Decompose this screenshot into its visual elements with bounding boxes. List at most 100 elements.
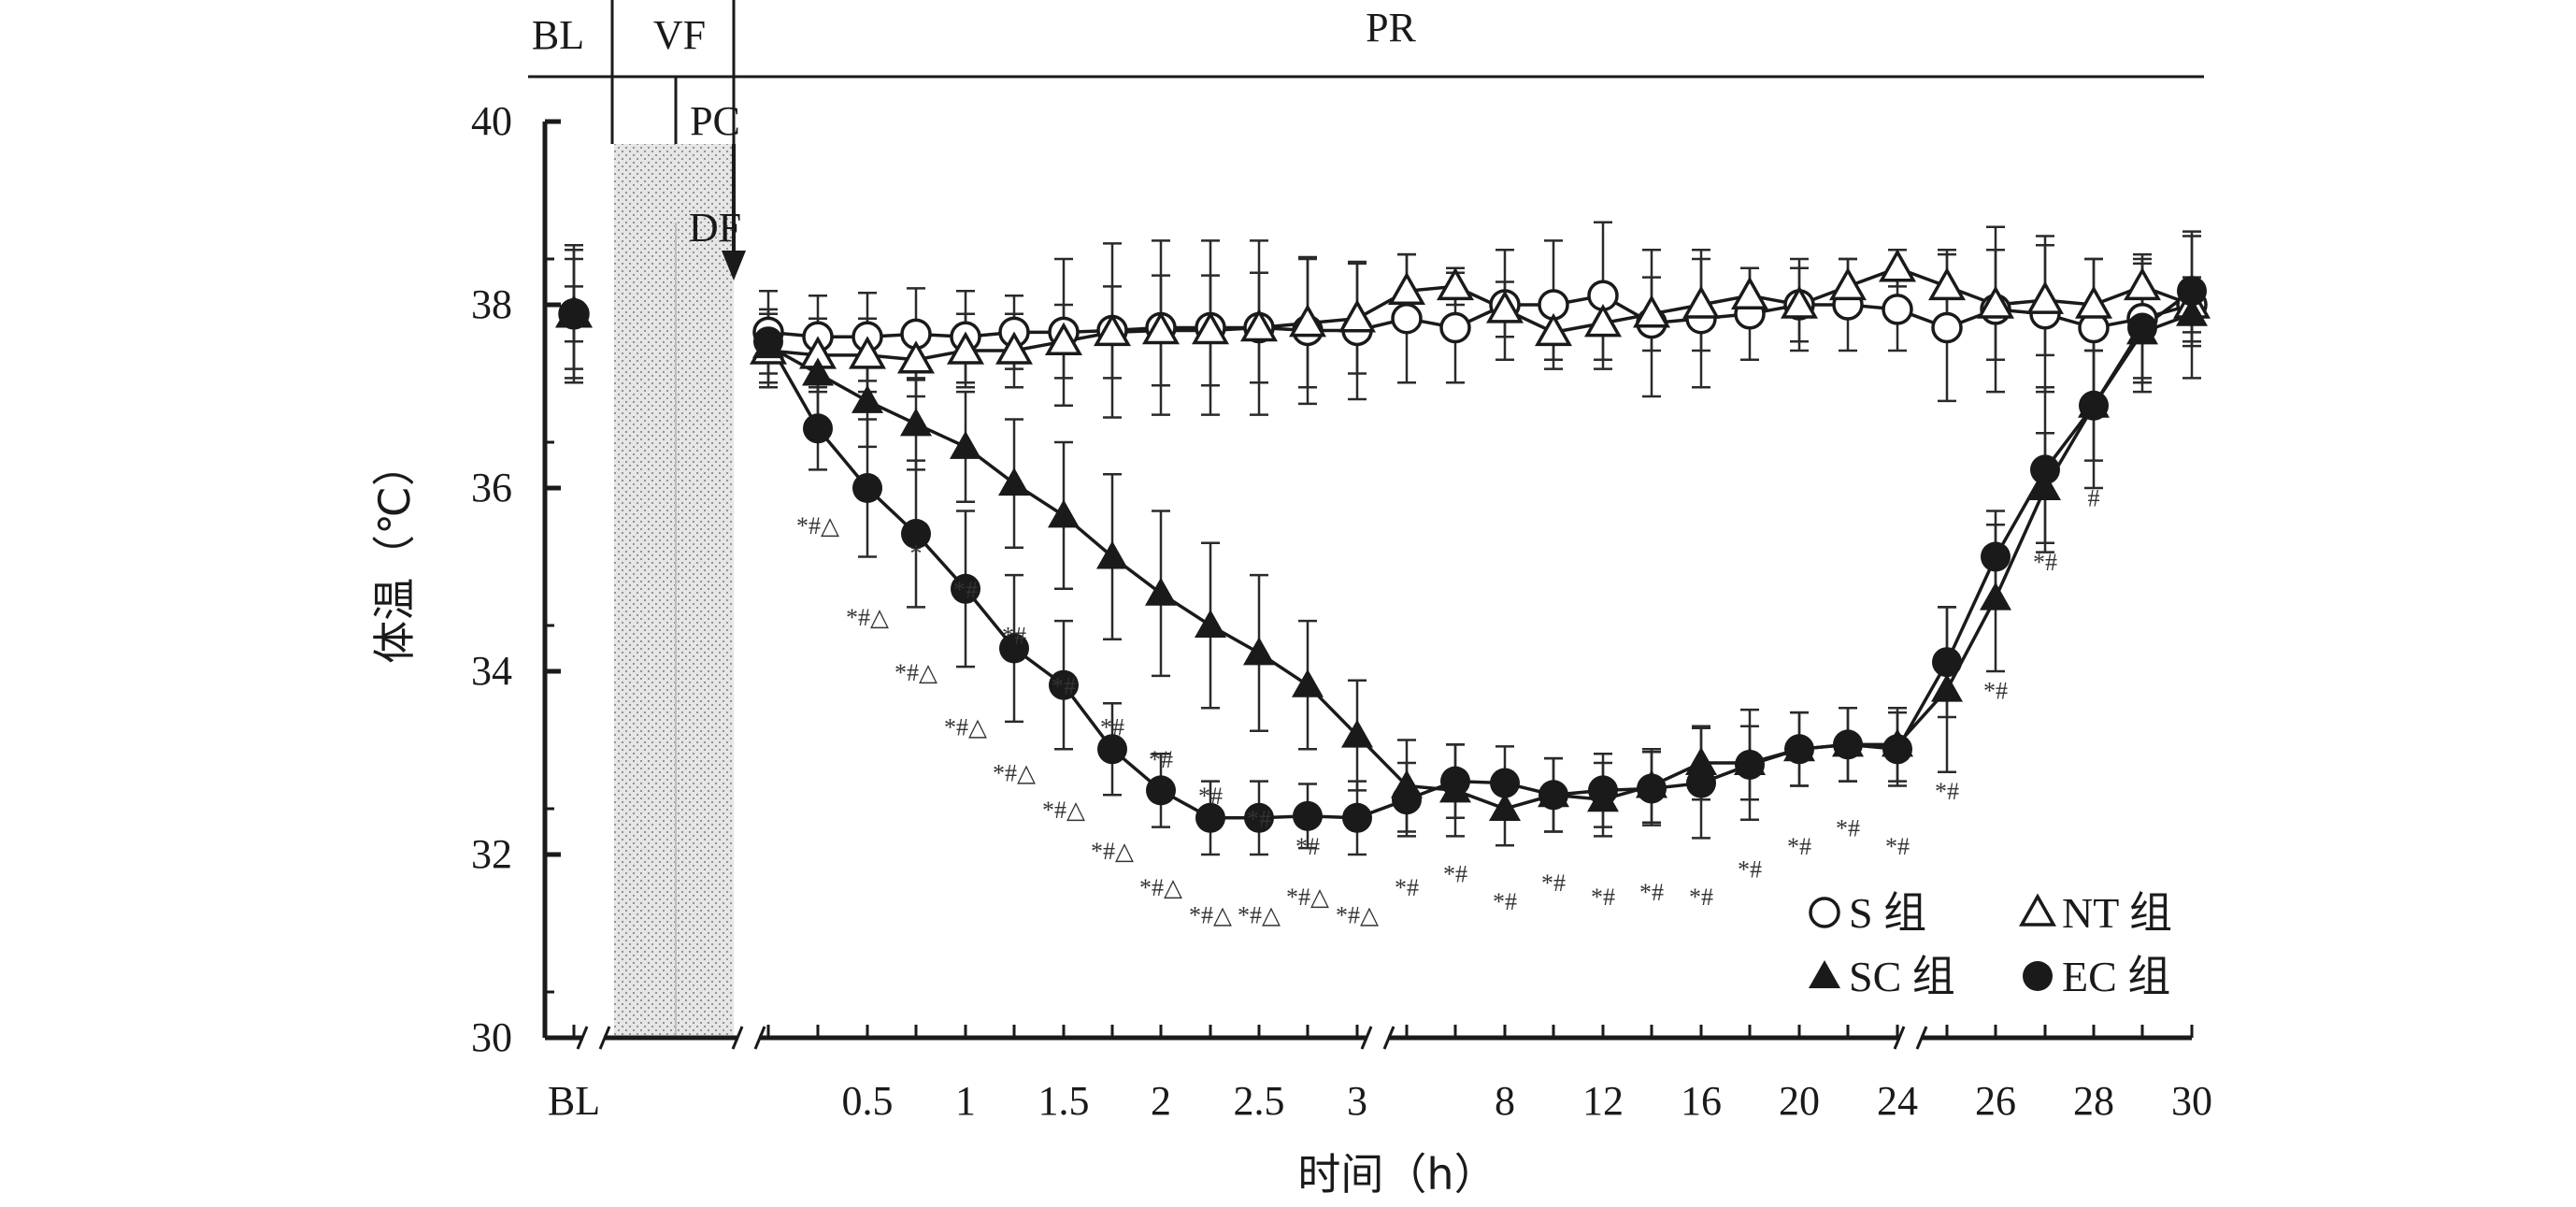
data-point [1146, 775, 1176, 806]
x-tick-label: 2 [1151, 1078, 1171, 1124]
significance-mark: *#△ [1139, 874, 1182, 901]
x-tick-label: BL [548, 1078, 600, 1124]
data-point [1293, 800, 1323, 831]
significance-mark: *# [2033, 549, 2057, 576]
legend-label: SC 组 [1849, 953, 1955, 1000]
data-point [1980, 582, 2011, 611]
significance-mark: *#△ [1286, 884, 1329, 911]
significance-mark: *# [1052, 673, 1076, 700]
data-point [852, 384, 883, 413]
data-point [2127, 312, 2157, 343]
data-point [2123, 266, 2162, 301]
data-point [946, 331, 985, 365]
legend-marker [2023, 961, 2053, 991]
data-point [1981, 541, 2011, 572]
data-point [2074, 285, 2113, 319]
data-point [1882, 734, 1912, 765]
data-point [1049, 669, 1079, 700]
x-tick-label: 3 [1347, 1078, 1367, 1124]
significance-mark: *# [1836, 814, 1860, 841]
y-tick-label: 36 [471, 465, 512, 510]
phase-label-pr: PR [1366, 5, 1416, 50]
data-point [1141, 310, 1181, 345]
x-tick-label: 16 [1681, 1078, 1722, 1124]
significance-mark: *# [1198, 783, 1223, 810]
series-markers-2 [558, 297, 2208, 821]
x-tick-label: 30 [2171, 1078, 2212, 1124]
series-layer [554, 221, 2211, 856]
data-point [1931, 311, 1963, 344]
significance-mark: *#△ [1091, 838, 1134, 865]
data-point [1882, 294, 1913, 325]
data-point [753, 326, 783, 357]
x-tick-label: 1.5 [1038, 1078, 1090, 1124]
significance-mark: *#△ [796, 512, 839, 539]
x-tick-label: 26 [1975, 1078, 2016, 1124]
significance-mark: *# [1983, 677, 2008, 704]
x-tick-label: 24 [1877, 1078, 1918, 1124]
data-point [1686, 768, 1716, 798]
significance-mark: *#△ [1238, 902, 1281, 929]
data-point [1588, 775, 1618, 806]
significance-mark: *# [1935, 778, 1959, 805]
data-point [1878, 249, 1917, 282]
data-point [995, 331, 1034, 365]
data-point [1927, 266, 1967, 301]
data-point [1485, 290, 1524, 323]
x-tick-label: 0.5 [842, 1078, 894, 1124]
data-point [901, 519, 931, 549]
phase-label-bl: BL [532, 12, 584, 58]
legend-marker [2018, 893, 2057, 927]
significance-mark: *# [1443, 860, 1467, 887]
data-point [1932, 647, 1962, 678]
data-point [848, 336, 887, 369]
x-tick-label: 1 [955, 1078, 976, 1124]
phase-label-vf: VF [653, 12, 706, 58]
data-point [950, 430, 981, 459]
x-axis-title: 时间（h） [1297, 1149, 1496, 1200]
y-axis-title: 体温（℃） [369, 443, 420, 664]
significance-mark: *#△ [1336, 902, 1379, 929]
significance-mark: *# [1885, 833, 1910, 860]
significance-mark: *# [953, 577, 978, 604]
axis-break-mark [1360, 1026, 1373, 1050]
data-point [1387, 271, 1426, 306]
significance-mark: *# [1149, 746, 1173, 773]
data-point [1392, 784, 1422, 815]
data-point [2025, 280, 2065, 314]
data-point [1391, 302, 1423, 335]
df-arrow-head [722, 251, 746, 280]
data-point [1044, 322, 1083, 355]
data-point [1288, 304, 1327, 338]
data-point [1730, 276, 1769, 309]
axis-break-mark [731, 1026, 744, 1050]
legend-label: S 组 [1849, 889, 1926, 937]
significance-mark: *# [1295, 833, 1320, 860]
significance-mark: *# [1738, 856, 1762, 884]
data-point [1145, 577, 1177, 606]
data-point [2030, 454, 2060, 485]
data-point [1048, 499, 1080, 528]
data-point [1439, 311, 1471, 344]
data-point [1292, 668, 1324, 697]
data-point [2029, 472, 2061, 500]
significance-mark: *# [1591, 884, 1615, 911]
data-point [1489, 793, 1521, 821]
data-point [2177, 276, 2207, 307]
data-point [1195, 802, 1225, 833]
vf-shaded-region [614, 144, 734, 1038]
y-tick-label: 38 [471, 281, 512, 327]
data-point [1682, 285, 1721, 319]
axis-break-mark [1915, 1026, 1928, 1050]
data-point [1341, 719, 1373, 748]
data-point [559, 298, 589, 329]
data-point [1931, 673, 1963, 702]
data-point [1436, 266, 1475, 301]
data-point [1976, 285, 2015, 319]
data-point [1239, 308, 1279, 342]
significance-mark: # [2088, 485, 2100, 512]
significance-mark: *#△ [944, 714, 987, 741]
x-tick-label: 12 [1582, 1078, 1624, 1124]
significance-mark: *#△ [846, 604, 889, 631]
